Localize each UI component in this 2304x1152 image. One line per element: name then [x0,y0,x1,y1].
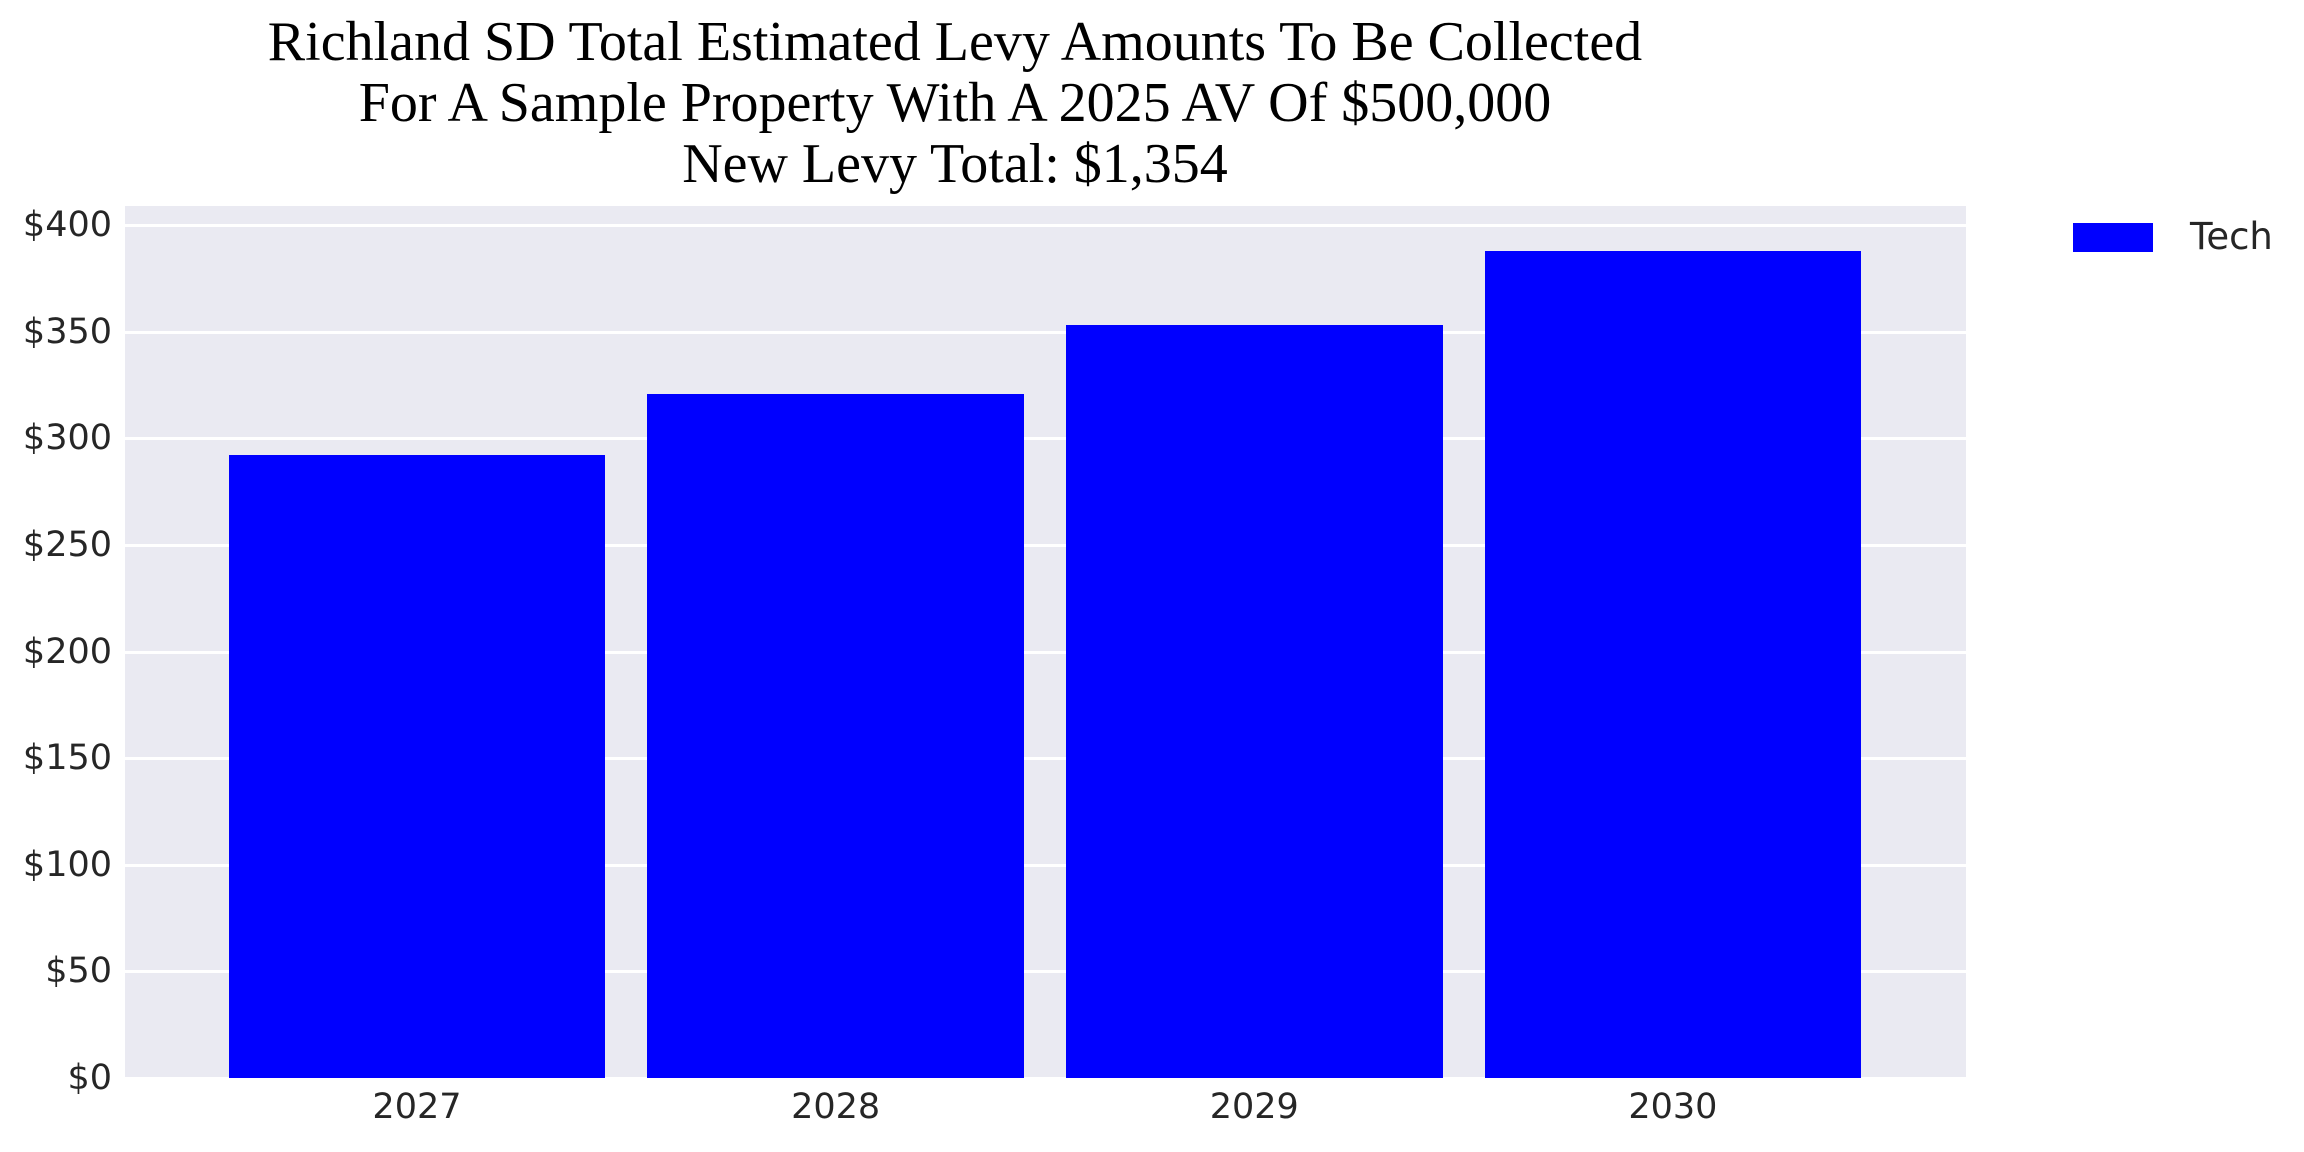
y-tick-label: $50 [45,951,112,992]
bar-2030 [1484,250,1862,1078]
y-tick-label: $250 [22,524,112,565]
bar-2027 [228,455,606,1078]
gridline-200 [125,650,1966,654]
y-tick-label: $400 [22,205,112,246]
x-tick-label-2029: 2029 [1209,1087,1299,1127]
bar-2029 [1066,325,1443,1078]
gridline-150 [125,757,1966,761]
y-tick-label: $100 [22,844,112,885]
chart-title-line-1: Richland SD Total Estimated Levy Amounts… [267,11,1643,73]
legend-label: Tech [2190,215,2273,258]
gridline-350 [125,330,1966,334]
gridline-250 [125,543,1966,547]
bar-2028 [647,393,1024,1078]
chart-title-line-3: New Levy Total: $1,354 [682,133,1228,195]
gridline-50 [125,970,1966,974]
y-axis-tick-labels: $0 $50 $100 $150 $200 $250 $300 $350 $400 [0,205,112,1098]
plot-area [125,206,1966,1080]
x-axis-tick-labels: 2027 2028 2029 2030 [125,1086,1966,1128]
y-tick-label: $300 [22,418,112,459]
y-tick-label: $0 [67,1058,112,1098]
gridline-300 [125,437,1966,441]
x-tick-label-2028: 2028 [791,1087,881,1127]
y-tick-label: $200 [22,631,112,672]
gridline-400 [125,224,1966,228]
legend-swatch-tech [2073,222,2153,252]
x-tick-label-2027: 2027 [372,1087,462,1127]
legend: Tech [2073,217,2273,257]
chart-title: Richland SD Total Estimated Levy Amounts… [0,12,1910,195]
y-tick-label: $150 [22,738,112,779]
gridline-100 [125,863,1966,867]
chart-title-line-2: For A Sample Property With A 2025 AV Of … [358,72,1552,134]
y-tick-label: $350 [22,311,112,352]
gridline-0 [125,1077,1966,1080]
x-tick-label-2030: 2030 [1628,1087,1718,1127]
